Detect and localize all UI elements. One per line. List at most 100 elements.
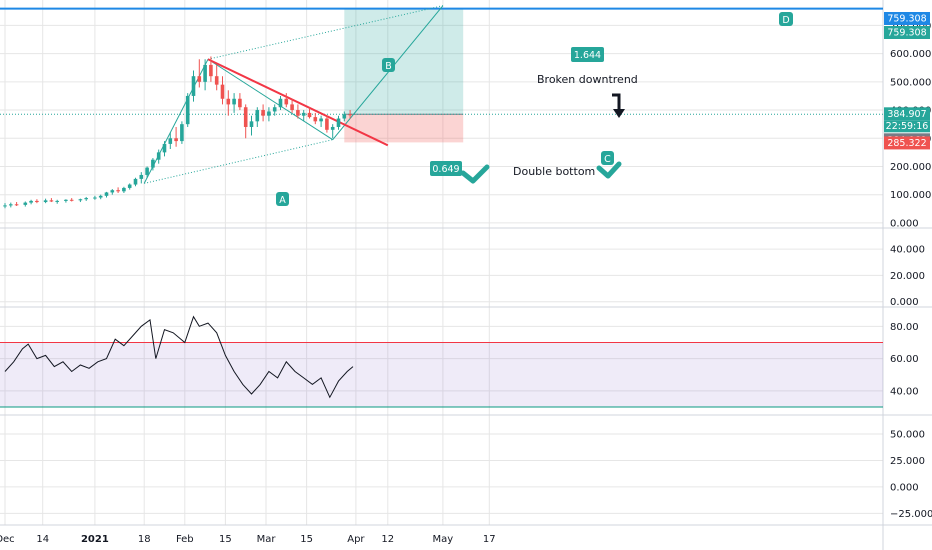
candle[interactable] (214, 64, 219, 91)
candle[interactable] (29, 199, 33, 205)
pattern-ratio-line (144, 139, 333, 184)
candle[interactable] (64, 199, 68, 203)
candle[interactable] (162, 141, 167, 157)
candle[interactable] (209, 56, 213, 82)
candle[interactable] (133, 177, 138, 187)
candle[interactable] (145, 166, 149, 178)
candle[interactable] (238, 93, 242, 111)
pattern-leg[interactable] (143, 59, 209, 184)
candle-body (133, 178, 138, 185)
point-c-badge[interactable]: C (601, 151, 614, 165)
candle[interactable] (78, 198, 83, 203)
candle[interactable] (267, 107, 271, 122)
point-d-badge[interactable]: D (779, 12, 793, 26)
downtrend-line[interactable] (207, 58, 389, 147)
candle-body (49, 200, 54, 202)
candle[interactable] (336, 115, 341, 130)
candle[interactable] (156, 149, 161, 164)
candle-body (64, 199, 68, 201)
candle[interactable] (342, 111, 347, 122)
candle[interactable] (272, 104, 277, 116)
candle[interactable] (284, 93, 289, 108)
candle[interactable] (168, 132, 173, 149)
candle[interactable] (203, 59, 207, 91)
candle[interactable] (290, 98, 294, 113)
rsi-line[interactable] (4, 315, 354, 399)
stop-price-label: 285.322 (884, 136, 930, 150)
point-a-text: A (279, 195, 286, 206)
candle[interactable] (14, 202, 19, 206)
candle[interactable] (197, 59, 202, 88)
candle-body (93, 197, 97, 199)
candle[interactable] (35, 199, 39, 204)
candle[interactable] (301, 110, 306, 122)
candle-body (122, 187, 126, 192)
candle[interactable] (191, 70, 196, 102)
candle[interactable] (122, 186, 126, 194)
candle[interactable] (43, 198, 48, 204)
candle[interactable] (93, 195, 97, 200)
candle[interactable] (325, 115, 329, 133)
candle-body (296, 110, 300, 116)
price-tick-label: 0.000 (890, 218, 919, 229)
candle[interactable] (261, 104, 265, 122)
point-b-badge[interactable]: B (382, 58, 395, 72)
candle[interactable] (139, 172, 144, 184)
candle[interactable] (151, 158, 155, 171)
candle[interactable] (220, 76, 225, 105)
price-tick-label: 500.000 (890, 77, 931, 88)
axes: 700.000600.000500.000400.000300.000200.0… (0, 21, 932, 545)
candle[interactable] (307, 107, 312, 119)
candle[interactable] (116, 187, 120, 194)
double-bottom-label: Double bottom (513, 165, 595, 178)
candle[interactable] (23, 201, 28, 207)
candle[interactable] (185, 93, 190, 127)
candle[interactable] (226, 90, 231, 116)
candle-body (162, 143, 167, 153)
candle[interactable] (69, 198, 74, 202)
candle[interactable] (232, 93, 236, 113)
candle[interactable] (55, 199, 59, 204)
pattern-leg[interactable] (207, 58, 333, 141)
candle[interactable] (319, 115, 323, 127)
candle-body (272, 107, 277, 112)
loss-zone[interactable] (344, 114, 464, 143)
candle[interactable] (255, 107, 260, 127)
point-d-text: D (782, 15, 789, 26)
candle-body (261, 110, 265, 116)
candle[interactable] (296, 104, 300, 119)
candle[interactable] (348, 110, 352, 119)
point-a-badge[interactable]: A (276, 192, 289, 206)
candle[interactable] (330, 124, 335, 139)
candle[interactable] (127, 183, 132, 190)
candle-body (110, 190, 115, 193)
candle-body (342, 114, 347, 119)
candle[interactable] (180, 121, 184, 144)
profit-zone[interactable] (344, 8, 464, 115)
candle[interactable] (3, 203, 7, 209)
candle[interactable] (249, 115, 254, 136)
rsi-tick-label: 40.00 (890, 386, 919, 397)
candle[interactable] (110, 189, 115, 195)
candle[interactable] (278, 95, 283, 111)
middle-tick-label: 20.000 (890, 271, 925, 282)
last-price-label-text: 384.907 (887, 109, 926, 120)
candle[interactable] (243, 104, 248, 139)
harmonic-pattern (143, 5, 444, 184)
candle-body (307, 112, 312, 118)
pattern-leg[interactable] (332, 5, 444, 140)
candle[interactable] (49, 198, 54, 203)
candle-body (9, 204, 13, 206)
price-tick-label: 200.000 (890, 162, 931, 173)
candle[interactable] (174, 126, 178, 147)
candle[interactable] (9, 202, 13, 208)
candle-body (180, 124, 184, 142)
candle[interactable] (84, 196, 88, 201)
candle-body (238, 98, 242, 108)
candle[interactable] (98, 194, 103, 200)
candle-body (214, 76, 219, 85)
candle[interactable] (104, 191, 109, 198)
candle[interactable] (313, 112, 318, 125)
